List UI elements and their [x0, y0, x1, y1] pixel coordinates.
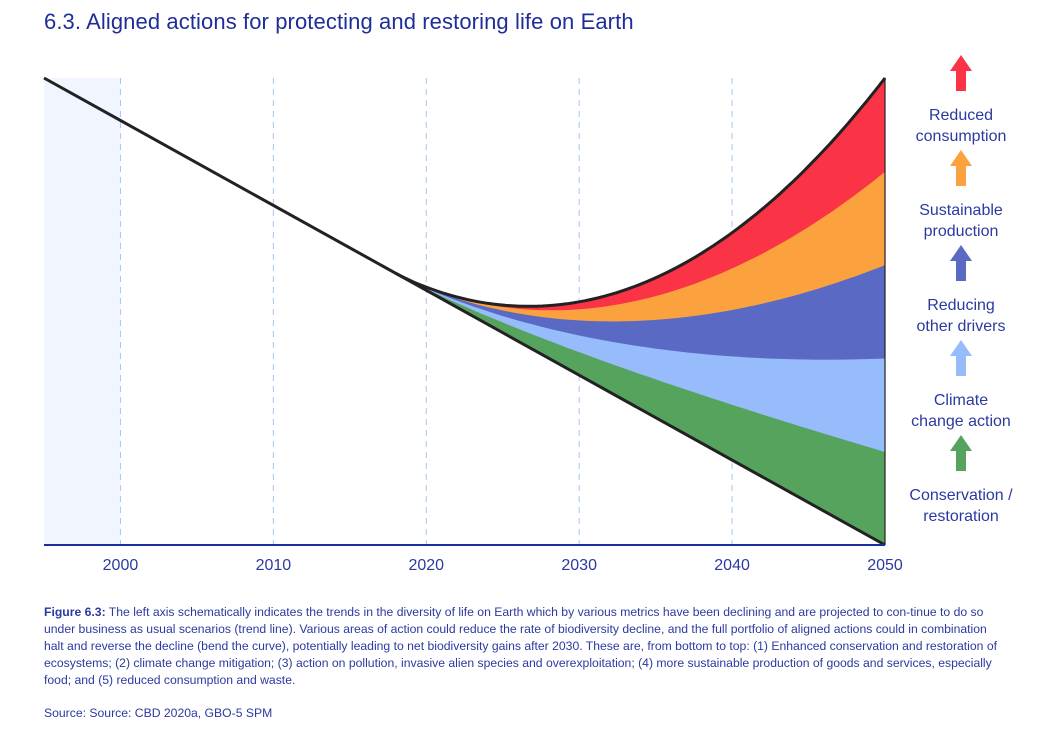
arrow-up-icon — [950, 340, 972, 376]
legend-label-line2: restoration — [923, 508, 999, 525]
arrow-up-icon — [950, 55, 972, 91]
legend-label-line1: Conservation / — [909, 487, 1013, 504]
legend-label-line1: Climate — [934, 392, 988, 409]
x-tick-label-2010: 2010 — [256, 557, 292, 574]
arrow-up-icon — [950, 245, 972, 281]
legend-label-line2: change action — [911, 413, 1011, 430]
caption-label: Figure 6.3: — [44, 605, 106, 619]
legend-item: Reduced consumption — [916, 55, 1007, 145]
x-tick-label-2030: 2030 — [561, 557, 597, 574]
legend-item: Reducing other drivers — [917, 245, 1006, 335]
caption-text: The left axis schematically indicates th… — [44, 605, 997, 687]
legend-label-line1: Reduced — [929, 107, 993, 124]
arrow-up-icon — [950, 435, 972, 471]
legend-label-line1: Sustainable — [919, 202, 1003, 219]
x-tick-label-2040: 2040 — [714, 557, 750, 574]
arrow-up-icon — [950, 150, 972, 186]
figure-caption: Figure 6.3: The left axis schematically … — [44, 604, 1004, 689]
source-note: Source: Source: CBD 2020a, GBO-5 SPM — [44, 706, 273, 720]
x-tick-label-2000: 2000 — [103, 557, 139, 574]
x-tick-label-2050: 2050 — [867, 557, 903, 574]
legend-item: Conservation / restoration — [909, 435, 1013, 525]
trend-line — [43, 76, 886, 547]
page-title: 6.3. Aligned actions for protecting and … — [44, 9, 634, 34]
legend-label-line1: Reducing — [927, 297, 995, 314]
legend-label-line2: production — [924, 223, 999, 240]
bend-curve-line — [395, 77, 887, 308]
x-tick-label-2020: 2020 — [408, 557, 444, 574]
legend-item: Sustainable production — [919, 150, 1003, 240]
chart: 2000 2010 2020 2030 2040 2050 Reduced consumpt… — [43, 55, 1013, 574]
legend-label-line2: other drivers — [917, 318, 1006, 335]
legend-label-line2: consumption — [916, 128, 1007, 145]
shaded-region — [44, 78, 121, 545]
legend-item: Climate change action — [911, 340, 1011, 430]
